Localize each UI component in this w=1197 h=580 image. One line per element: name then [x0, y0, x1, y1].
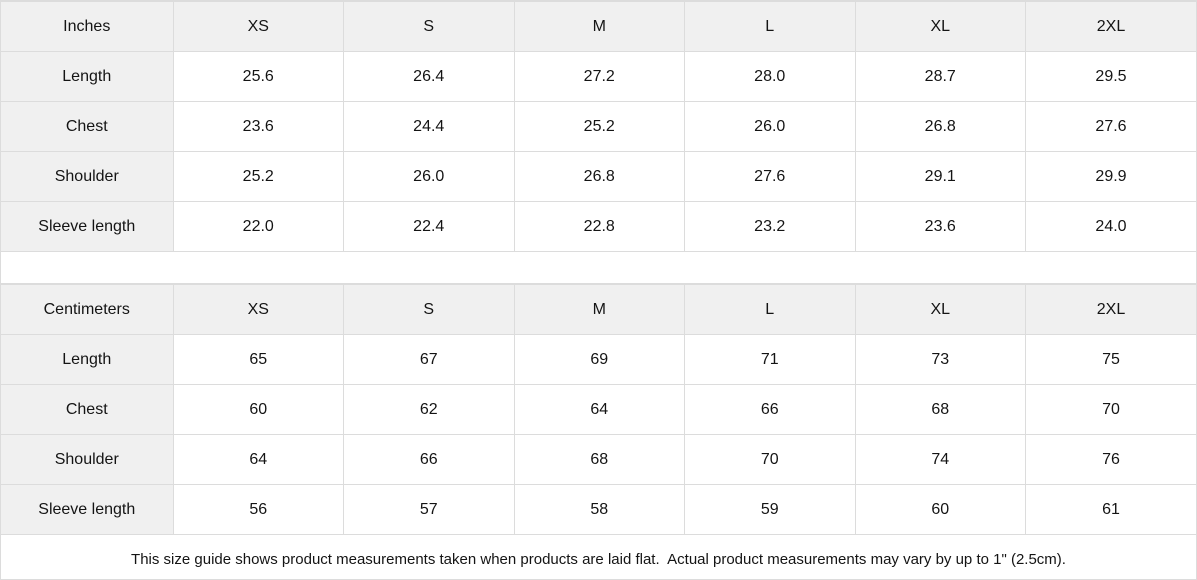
size-table-inches: Inches XS S M L XL 2XL Length 25.6 26.4 27.2 28.0 28… [1, 1, 1196, 252]
table-row: Length 65 67 69 71 73 75 [1, 334, 1196, 385]
measurement-value-cell: 26.0 [343, 151, 515, 202]
table-row: Shoulder 25.2 26.0 26.8 27.6 29.1 29.9 [1, 151, 1196, 202]
table-header-row: Inches XS S M L XL 2XL [1, 1, 1196, 52]
size-column-header: S [343, 1, 515, 52]
measurement-value-cell: 27.2 [513, 51, 685, 102]
measurement-value-cell: 27.6 [1025, 101, 1196, 152]
measurement-value-cell: 29.1 [854, 151, 1026, 202]
measurement-value-cell: 24.4 [343, 101, 515, 152]
measurement-value-cell: 22.0 [172, 201, 344, 252]
size-column-header: XS [172, 1, 344, 52]
measurement-value-cell: 25.6 [172, 51, 344, 102]
table-row: Sleeve length 56 57 58 59 60 61 [1, 484, 1196, 535]
measurement-label-cell: Shoulder [1, 151, 174, 202]
table-row: Sleeve length 22.0 22.4 22.8 23.2 23.6 24.0 [1, 201, 1196, 252]
size-column-header: 2XL [1025, 1, 1196, 52]
measurement-value-cell: 76 [1025, 434, 1196, 485]
size-column-header: L [684, 1, 856, 52]
size-table-inches-container: Inches XS S M L XL 2XL Length 25.6 26.4 27.2 28.0 28… [1, 1, 1196, 252]
measurement-value-cell: 28.0 [684, 51, 856, 102]
measurement-value-cell: 26.0 [684, 101, 856, 152]
measurement-value-cell: 66 [343, 434, 515, 485]
measurement-value-cell: 70 [1025, 384, 1196, 435]
table-row: Chest 23.6 24.4 25.2 26.0 26.8 27.6 [1, 101, 1196, 152]
measurement-value-cell: 64 [513, 384, 685, 435]
measurement-value-cell: 57 [343, 484, 515, 535]
measurement-value-cell: 68 [854, 384, 1026, 435]
measurement-value-cell: 62 [343, 384, 515, 435]
size-table-centimeters-container: Centimeters XS S M L XL 2XL Length 65 67 69 71 73 75 C… [1, 284, 1196, 535]
measurement-value-cell: 27.6 [684, 151, 856, 202]
table-row: Chest 60 62 64 66 68 70 [1, 384, 1196, 435]
measurement-label-cell: Sleeve length [1, 484, 174, 535]
size-column-header: M [513, 1, 685, 52]
measurement-value-cell: 25.2 [172, 151, 344, 202]
size-table-centimeters: Centimeters XS S M L XL 2XL Length 65 67 69 71 73 75 C… [1, 284, 1196, 535]
measurement-value-cell: 68 [513, 434, 685, 485]
measurement-label-cell: Length [1, 334, 174, 385]
measurement-label-cell: Chest [1, 101, 174, 152]
measurement-value-cell: 29.9 [1025, 151, 1196, 202]
size-column-header: L [684, 284, 856, 335]
measurement-value-cell: 25.2 [513, 101, 685, 152]
table-row: Length 25.6 26.4 27.2 28.0 28.7 29.5 [1, 51, 1196, 102]
measurement-value-cell: 60 [854, 484, 1026, 535]
measurement-value-cell: 73 [854, 334, 1026, 385]
measurement-value-cell: 26.8 [513, 151, 685, 202]
unit-header-cell: Centimeters [1, 284, 174, 335]
measurement-value-cell: 71 [684, 334, 856, 385]
measurement-label-cell: Chest [1, 384, 174, 435]
measurement-value-cell: 24.0 [1025, 201, 1196, 252]
measurement-value-cell: 22.8 [513, 201, 685, 252]
table-header-row: Centimeters XS S M L XL 2XL [1, 284, 1196, 335]
measurement-value-cell: 23.2 [684, 201, 856, 252]
measurement-value-cell: 23.6 [172, 101, 344, 152]
size-column-header: XL [854, 284, 1026, 335]
measurement-value-cell: 70 [684, 434, 856, 485]
size-guide-footnote: This size guide shows product measuremen… [1, 535, 1196, 579]
table-gap-divider [1, 252, 1196, 284]
measurement-value-cell: 69 [513, 334, 685, 385]
measurement-label-cell: Length [1, 51, 174, 102]
size-column-header: S [343, 284, 515, 335]
measurement-value-cell: 74 [854, 434, 1026, 485]
measurement-value-cell: 67 [343, 334, 515, 385]
size-column-header: M [513, 284, 685, 335]
table-row: Shoulder 64 66 68 70 74 76 [1, 434, 1196, 485]
size-column-header: 2XL [1025, 284, 1196, 335]
measurement-value-cell: 26.8 [854, 101, 1026, 152]
measurement-value-cell: 65 [172, 334, 344, 385]
unit-header-cell: Inches [1, 1, 174, 52]
measurement-value-cell: 59 [684, 484, 856, 535]
measurement-value-cell: 58 [513, 484, 685, 535]
measurement-value-cell: 28.7 [854, 51, 1026, 102]
size-column-header: XS [172, 284, 344, 335]
measurement-value-cell: 75 [1025, 334, 1196, 385]
measurement-value-cell: 60 [172, 384, 344, 435]
measurement-value-cell: 29.5 [1025, 51, 1196, 102]
measurement-label-cell: Shoulder [1, 434, 174, 485]
measurement-value-cell: 64 [172, 434, 344, 485]
measurement-value-cell: 22.4 [343, 201, 515, 252]
measurement-value-cell: 23.6 [854, 201, 1026, 252]
measurement-value-cell: 61 [1025, 484, 1196, 535]
measurement-value-cell: 26.4 [343, 51, 515, 102]
size-column-header: XL [854, 1, 1026, 52]
measurement-value-cell: 66 [684, 384, 856, 435]
measurement-value-cell: 56 [172, 484, 344, 535]
measurement-label-cell: Sleeve length [1, 201, 174, 252]
